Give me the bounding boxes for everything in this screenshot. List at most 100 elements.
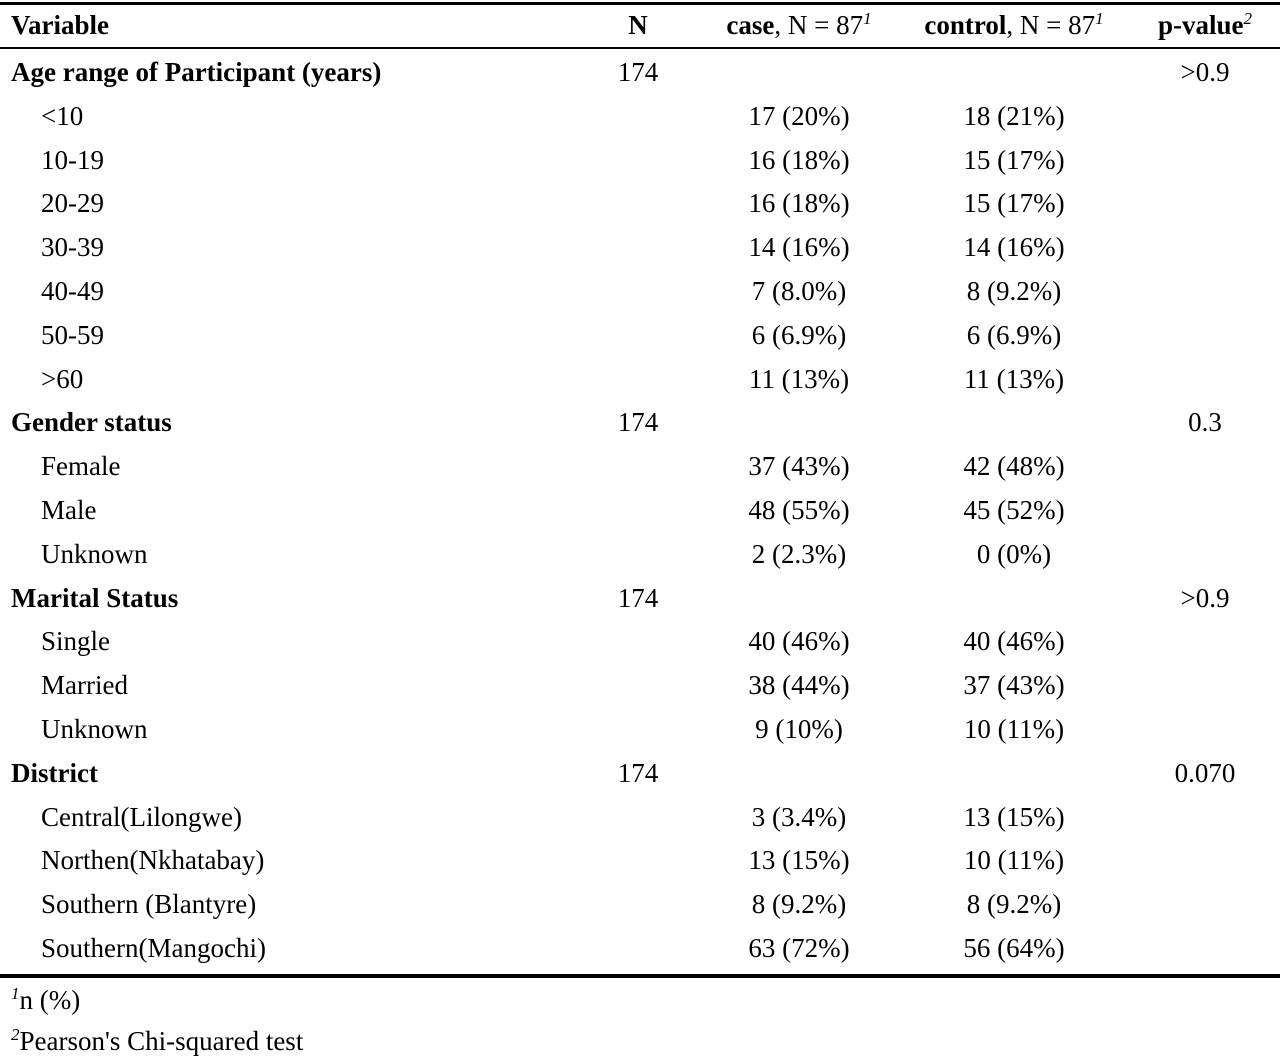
footnote-2-text: Pearson's Chi-squared test	[19, 1026, 304, 1056]
cell-control: 15 (17%)	[963, 144, 1065, 175]
cell-case: 6 (6.9%)	[751, 319, 847, 350]
cell-case: 38 (44%)	[748, 670, 850, 701]
header-control-n: , N = 87	[1006, 10, 1096, 40]
cell-variable: District	[11, 757, 98, 788]
cell-p-value: 0.070	[1174, 757, 1236, 788]
table-row: Unknown 2 (2.3%) 0 (0%)	[0, 533, 1280, 577]
cell-control: 14 (16%)	[963, 232, 1065, 263]
table-group-row: Gender status 174 0.3	[0, 401, 1280, 445]
header-control-label: control	[924, 10, 1007, 40]
header-n: N	[628, 10, 648, 40]
footnote-2-mark: 2	[11, 1025, 20, 1044]
cell-variable: Gender status	[11, 407, 172, 438]
table-row: 10-19 16 (18%) 15 (17%)	[0, 139, 1280, 183]
table-row: 40-49 7 (8.0%) 8 (9.2%)	[0, 270, 1280, 314]
cell-variable: Married	[41, 670, 128, 701]
cell-control: 11 (13%)	[963, 363, 1065, 394]
cell-variable: Marital Status	[11, 582, 179, 613]
header-p-label: p-value	[1157, 10, 1244, 40]
header-case-n: , N = 87	[774, 10, 864, 40]
cell-n: 174	[617, 407, 659, 438]
table-row: Southern (Blantyre) 8 (9.2%) 8 (9.2%)	[0, 883, 1280, 927]
header-case-label: case	[726, 10, 775, 40]
cell-control: 15 (17%)	[963, 188, 1065, 219]
cell-n: 174	[617, 757, 659, 788]
cell-control: 42 (48%)	[963, 451, 1065, 482]
header-p-footnote-mark: 2	[1243, 9, 1253, 28]
cell-control: 10 (11%)	[963, 714, 1065, 744]
footnote-2: 2Pearson's Chi-squared test	[11, 1021, 303, 1061]
cell-case: 13 (15%)	[748, 845, 850, 876]
table-row: <10 17 (20%) 18 (21%)	[0, 95, 1280, 139]
cell-control: 18 (21%)	[963, 100, 1065, 131]
cell-case: 9 (10%)	[755, 714, 843, 744]
table-row: Unknown 9 (10%) 10 (11%)	[0, 708, 1280, 752]
footnote-1: 1n (%)	[11, 980, 80, 1020]
cell-variable: 50-59	[41, 319, 104, 350]
table-row: Single 40 (46%) 40 (46%)	[0, 620, 1280, 664]
cell-control: 10 (11%)	[963, 845, 1065, 876]
table-row: Southern(Mangochi) 63 (72%) 56 (64%)	[0, 927, 1280, 971]
table-group-row: Age range of Participant (years) 174 >0.9	[0, 51, 1280, 95]
cell-variable: Unknown	[41, 538, 148, 569]
header-variable: Variable	[11, 10, 110, 40]
table-header-rule	[0, 47, 1280, 49]
cell-variable: 10-19	[41, 144, 104, 175]
table-row: Male 48 (55%) 45 (52%)	[0, 489, 1280, 533]
header-case-footnote-mark: 1	[863, 9, 872, 28]
footnote-1-text: n (%)	[19, 985, 81, 1015]
table-row: 30-39 14 (16%) 14 (16%)	[0, 226, 1280, 270]
cell-case: 2 (2.3%)	[751, 538, 847, 569]
table-row: 50-59 6 (6.9%) 6 (6.9%)	[0, 314, 1280, 358]
header-case: case, N = 871	[690, 3, 908, 47]
table-group-row: Marital Status 174 >0.9	[0, 577, 1280, 621]
cell-variable: Southern (Blantyre)	[41, 889, 257, 920]
cell-case: 14 (16%)	[748, 232, 850, 263]
header-p-value: p-value2	[1138, 3, 1272, 47]
table-row: Central(Lilongwe) 3 (3.4%) 13 (15%)	[0, 796, 1280, 840]
cell-case: 7 (8.0%)	[751, 276, 847, 306]
cell-case: 8 (9.2%)	[751, 889, 847, 920]
cell-control: 0 (0%)	[976, 538, 1052, 569]
cell-control: 40 (46%)	[963, 626, 1065, 657]
table-row: >60 11 (13%) 11 (13%)	[0, 358, 1280, 402]
cell-variable: Age range of Participant (years)	[11, 57, 382, 87]
table-group-row: District 174 0.070	[0, 752, 1280, 796]
cell-control: 37 (43%)	[963, 670, 1065, 701]
table-bottom-rule	[0, 974, 1280, 978]
cell-variable: Northen(Nkhatabay)	[41, 845, 265, 876]
footnote-1-mark: 1	[11, 984, 20, 1003]
header-control: control, N = 871	[905, 3, 1123, 47]
cell-case: 16 (18%)	[748, 144, 850, 175]
table-row: 20-29 16 (18%) 15 (17%)	[0, 182, 1280, 226]
cell-variable: Female	[41, 451, 121, 482]
cell-case: 40 (46%)	[748, 626, 850, 657]
cell-variable: 20-29	[41, 188, 104, 219]
table-header-row: Variable N case, N = 871 control, N = 87…	[0, 3, 1280, 47]
cell-variable: Central(Lilongwe)	[41, 801, 242, 832]
cell-case: 17 (20%)	[748, 100, 850, 131]
cell-control: 6 (6.9%)	[966, 319, 1062, 350]
cell-variable: <10	[41, 100, 84, 131]
cell-variable: >60	[41, 363, 84, 394]
cell-case: 11 (13%)	[748, 363, 850, 394]
table-row: Married 38 (44%) 37 (43%)	[0, 664, 1280, 708]
header-control-footnote-mark: 1	[1095, 9, 1104, 28]
cell-case: 37 (43%)	[748, 451, 850, 482]
cell-variable: 30-39	[41, 232, 104, 263]
cell-variable: Southern(Mangochi)	[41, 933, 266, 963]
cell-variable: Male	[41, 495, 97, 525]
cell-case: 16 (18%)	[748, 188, 850, 219]
cell-variable: 40-49	[41, 276, 104, 306]
cell-n: 174	[617, 57, 659, 87]
cell-p-value: >0.9	[1180, 57, 1230, 87]
cell-control: 8 (9.2%)	[966, 276, 1062, 306]
cell-control: 45 (52%)	[963, 495, 1065, 525]
cell-control: 13 (15%)	[963, 801, 1065, 832]
cell-case: 3 (3.4%)	[751, 801, 847, 832]
cell-case: 63 (72%)	[748, 933, 850, 963]
cell-variable: Unknown	[41, 714, 148, 744]
cell-n: 174	[617, 582, 659, 613]
cell-p-value: >0.9	[1180, 582, 1230, 613]
table-row: Female 37 (43%) 42 (48%)	[0, 445, 1280, 489]
